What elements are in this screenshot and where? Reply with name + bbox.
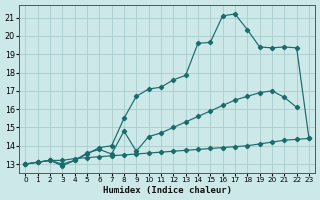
X-axis label: Humidex (Indice chaleur): Humidex (Indice chaleur)	[103, 186, 232, 195]
